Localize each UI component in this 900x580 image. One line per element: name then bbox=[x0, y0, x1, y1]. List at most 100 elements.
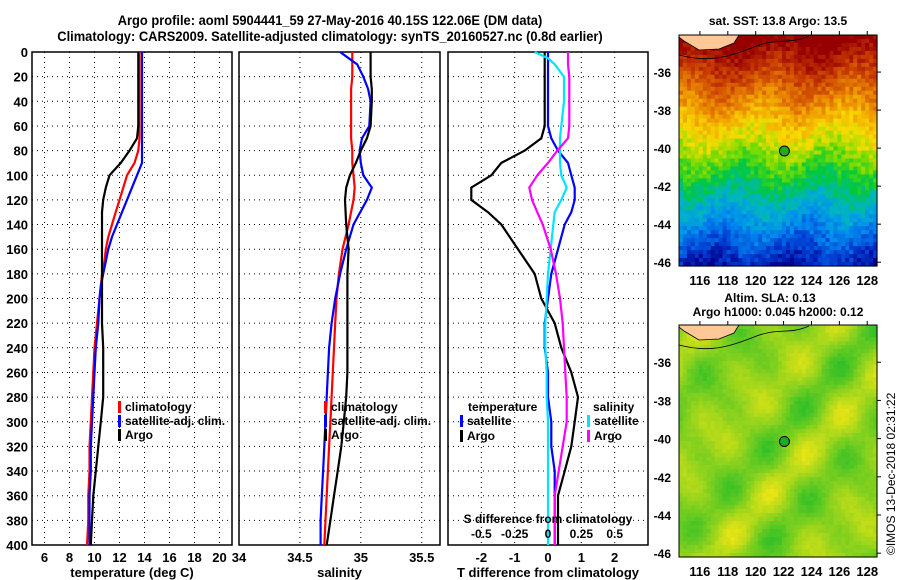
x2-tick-label: -0.25 bbox=[501, 527, 529, 541]
map-raster bbox=[679, 325, 878, 558]
y-tick-label: 140 bbox=[6, 218, 28, 233]
x-tick-label: 0 bbox=[544, 550, 551, 565]
legend-swatch bbox=[118, 429, 121, 441]
x-tick-label: 18 bbox=[187, 550, 201, 565]
x-tick-label: 16 bbox=[162, 550, 176, 565]
map-x-tick-label: 116 bbox=[689, 273, 710, 288]
map-y-tick-label: -42 bbox=[654, 471, 672, 485]
x-tick-label: 10 bbox=[87, 550, 101, 565]
legend-swatch bbox=[460, 415, 463, 427]
legend-label: satellite bbox=[594, 414, 639, 428]
map-y-tick-label: -44 bbox=[654, 218, 672, 232]
y-tick-label: 160 bbox=[6, 242, 28, 257]
legend-group-title: salinity bbox=[593, 400, 635, 414]
figure-title-line2: Climatology: CARS2009. Satellite-adjuste… bbox=[57, 28, 603, 44]
series-line-climatology bbox=[323, 52, 356, 546]
map-x-tick-label: 120 bbox=[745, 564, 767, 579]
y-tick-label: 400 bbox=[6, 538, 28, 553]
sst-map: 116 118 120 122 124 126 128 -36 -38 -40 -42 -44 -46 s… bbox=[654, 14, 881, 288]
legend-swatch bbox=[324, 401, 327, 413]
x-tick-label: 2 bbox=[611, 550, 618, 565]
map-x-tick-label: 122 bbox=[773, 273, 795, 288]
map-x-tick-label: 120 bbox=[745, 273, 767, 288]
map-x-tick-label: 122 bbox=[773, 564, 795, 579]
y-tick-label: 120 bbox=[6, 193, 28, 208]
map-y-tick-label: -46 bbox=[654, 256, 672, 270]
legend-label: satellite-adj. clim. bbox=[125, 414, 225, 428]
map-y-tick-label: -42 bbox=[654, 180, 672, 194]
y-tick-label: 180 bbox=[6, 267, 28, 282]
y-tick-label: 220 bbox=[6, 316, 28, 331]
map-x-tick-label: 124 bbox=[801, 273, 823, 288]
x-tick-label: 1 bbox=[578, 550, 585, 565]
map-x-tick-label: 118 bbox=[717, 273, 738, 288]
x-tick-label: 35 bbox=[354, 550, 368, 565]
sla-map-title-line2: Argo h1000: 0.045 h2000: 0.12 bbox=[693, 305, 864, 319]
argo-location-marker bbox=[778, 145, 790, 157]
map-y-tick-label: -36 bbox=[654, 356, 672, 370]
y-tick-label: 100 bbox=[6, 168, 28, 183]
x-tick-label: 6 bbox=[41, 550, 48, 565]
x2-tick-label: -0.5 bbox=[471, 527, 492, 541]
x2-tick-label: 0.5 bbox=[606, 527, 623, 541]
legend-label: satellite-adj. clim. bbox=[331, 414, 431, 428]
series-line-satellite-adj-clim- bbox=[88, 52, 144, 545]
x-tick-label: 34.5 bbox=[287, 550, 312, 565]
map-x-tick-label: 116 bbox=[689, 564, 710, 579]
map-x-tick-label: 126 bbox=[829, 564, 851, 579]
salinity-profile-plot: 34 34.5 35 35.5 salinity climatologysatellite… bbox=[232, 51, 441, 580]
legend-swatch bbox=[324, 415, 327, 427]
y-tick-label: 40 bbox=[14, 94, 28, 109]
map-frame bbox=[678, 34, 878, 267]
legend-swatch bbox=[324, 429, 327, 441]
legend-swatch bbox=[587, 415, 590, 427]
series-line-argo bbox=[89, 52, 140, 546]
map-y-tick-label: -40 bbox=[654, 142, 672, 156]
legend-label: Argo bbox=[331, 428, 359, 442]
x-axis-label: temperature (deg C) bbox=[70, 565, 194, 580]
x-tick-label: 20 bbox=[212, 550, 226, 565]
map-y-tick-label: -38 bbox=[654, 394, 672, 408]
x-axis-label: salinity bbox=[317, 565, 363, 580]
contour-line bbox=[678, 325, 810, 350]
y-tick-label: 380 bbox=[6, 513, 28, 528]
x-tick-label: 34 bbox=[232, 550, 247, 565]
sla-map: 116 118 120 122 124 126 128 -36 -38 -40 -42 -44 -46 A… bbox=[654, 291, 881, 579]
legend-label: climatology bbox=[125, 400, 192, 414]
map-x-tick-label: 124 bbox=[801, 564, 823, 579]
legend-label: climatology bbox=[331, 400, 398, 414]
legend-label: satellite bbox=[467, 414, 512, 428]
x-tick-label: 35.5 bbox=[409, 550, 434, 565]
legend-swatch bbox=[460, 430, 463, 442]
legend-swatch bbox=[118, 415, 121, 427]
x2-tick-label: 0 bbox=[545, 527, 552, 541]
legend-swatch bbox=[118, 401, 121, 413]
argo-location-marker bbox=[778, 435, 790, 447]
x-tick-label: 8 bbox=[66, 550, 73, 565]
x-tick-label: 14 bbox=[137, 550, 152, 565]
difference-profile-plot: -2 -1 0 1 2T difference from climatology temp… bbox=[447, 51, 649, 580]
y-tick-label: 20 bbox=[14, 70, 28, 85]
y-tick-label: 240 bbox=[6, 341, 28, 356]
y-tick-label: 80 bbox=[14, 144, 28, 159]
legend-label: Argo bbox=[594, 429, 622, 443]
y-tick-label: 0 bbox=[21, 45, 28, 60]
y-tick-label: 360 bbox=[6, 489, 28, 504]
series-line-salinity-argo bbox=[528, 52, 571, 545]
figure-title-line1: Argo profile: aoml 5904441_59 27-May-201… bbox=[117, 12, 543, 28]
sla-map-title-line1: Altim. SLA: 0.13 bbox=[724, 291, 816, 305]
x2-axis-label: S difference from climatology bbox=[464, 512, 633, 526]
y-tick-label: 200 bbox=[6, 292, 28, 307]
contour-line bbox=[678, 35, 810, 60]
land-mass bbox=[678, 324, 740, 341]
legend-group-title: temperature bbox=[468, 400, 538, 414]
sst-map-title: sat. SST: 13.8 Argo: 13.5 bbox=[709, 14, 848, 28]
map-y-tick-label: -46 bbox=[654, 547, 672, 561]
x-tick-label: 12 bbox=[112, 550, 126, 565]
land-mass bbox=[678, 34, 740, 51]
map-x-tick-label: 126 bbox=[829, 273, 851, 288]
map-raster bbox=[679, 35, 878, 267]
y-tick-label: 320 bbox=[6, 439, 28, 454]
map-y-tick-label: -36 bbox=[654, 66, 672, 80]
